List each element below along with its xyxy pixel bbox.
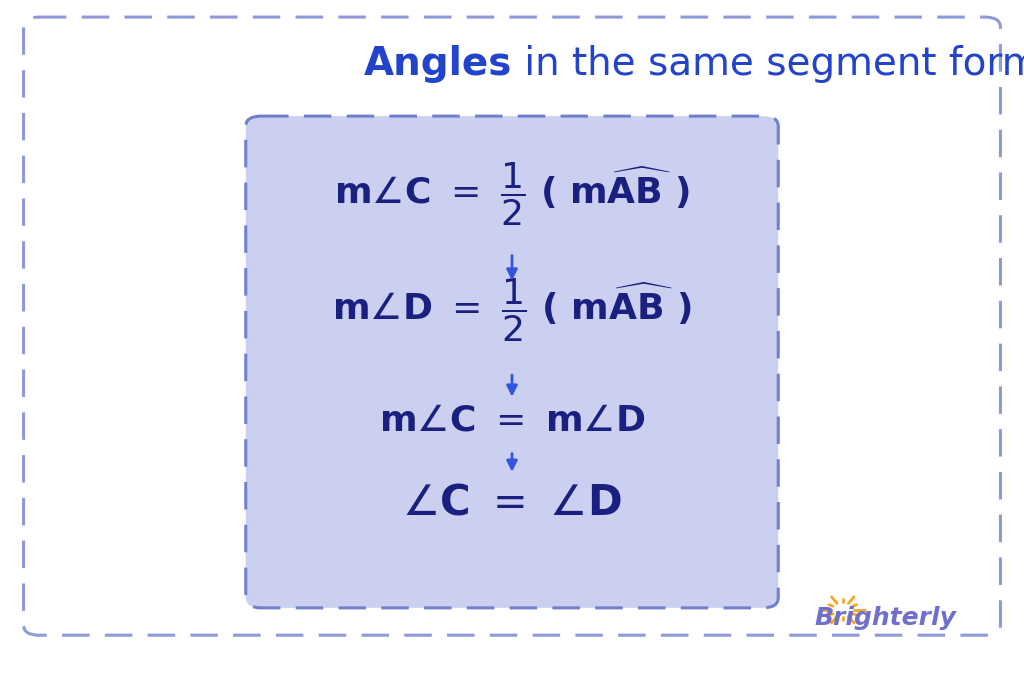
Text: m$\angle$D $=$ $\dfrac{1}{2}$ ( m$\widehat{\mathbf{AB}}$ ): m$\angle$D $=$ $\dfrac{1}{2}$ ( m$\wideh… [332, 277, 692, 344]
Text: in the same segment formula: in the same segment formula [512, 44, 1024, 83]
Text: m$\angle$C $=$ $\dfrac{1}{2}$ ( m$\widehat{\mathbf{AB}}$ ): m$\angle$C $=$ $\dfrac{1}{2}$ ( m$\wideh… [334, 161, 690, 228]
Text: $\angle$C $=$ $\angle$D: $\angle$C $=$ $\angle$D [402, 481, 622, 523]
Text: m$\angle$C $=$ m$\angle$D: m$\angle$C $=$ m$\angle$D [379, 403, 645, 437]
Text: Angles: Angles [364, 44, 512, 83]
FancyBboxPatch shape [24, 17, 1000, 635]
FancyBboxPatch shape [246, 116, 778, 608]
Text: Brighterly: Brighterly [815, 606, 956, 630]
